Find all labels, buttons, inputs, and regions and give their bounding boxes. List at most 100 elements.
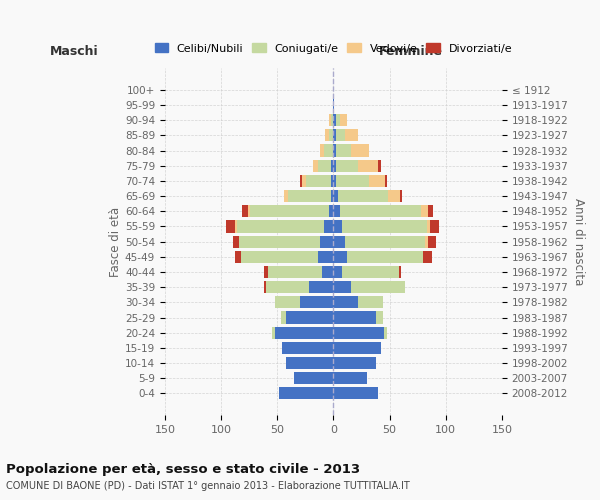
Bar bbox=[388, 190, 400, 202]
Bar bbox=[237, 220, 325, 232]
Bar bbox=[268, 266, 322, 278]
Bar bbox=[421, 205, 428, 218]
Legend: Celibi/Nubili, Coniugati/e, Vedovi/e, Divorziati/e: Celibi/Nubili, Coniugati/e, Vedovi/e, Di… bbox=[150, 39, 517, 58]
Bar bbox=[308, 281, 334, 293]
Bar bbox=[334, 326, 384, 339]
Y-axis label: Anni di nascita: Anni di nascita bbox=[572, 198, 585, 286]
Bar bbox=[335, 130, 344, 141]
Text: Maschi: Maschi bbox=[50, 44, 98, 58]
Bar bbox=[266, 281, 308, 293]
Bar bbox=[317, 160, 331, 172]
Bar bbox=[340, 205, 421, 218]
Bar bbox=[344, 130, 358, 141]
Bar bbox=[376, 312, 383, 324]
Bar bbox=[358, 160, 378, 172]
Bar bbox=[334, 388, 378, 400]
Bar bbox=[334, 160, 335, 172]
Bar bbox=[241, 250, 317, 263]
Bar bbox=[286, 357, 334, 369]
Bar bbox=[239, 236, 320, 248]
Bar bbox=[320, 236, 334, 248]
Bar bbox=[329, 205, 334, 218]
Bar bbox=[334, 357, 376, 369]
Bar bbox=[299, 175, 302, 187]
Bar bbox=[378, 160, 380, 172]
Bar bbox=[335, 175, 370, 187]
Bar bbox=[384, 326, 387, 339]
Bar bbox=[242, 205, 248, 218]
Bar bbox=[343, 266, 398, 278]
Bar bbox=[325, 220, 334, 232]
Bar bbox=[286, 312, 334, 324]
Bar bbox=[334, 266, 343, 278]
Bar bbox=[370, 175, 385, 187]
Bar bbox=[331, 190, 334, 202]
Text: Femmine: Femmine bbox=[379, 44, 443, 58]
Bar bbox=[334, 205, 340, 218]
Bar bbox=[344, 236, 425, 248]
Bar bbox=[322, 266, 334, 278]
Bar bbox=[275, 326, 334, 339]
Bar bbox=[334, 372, 367, 384]
Bar bbox=[320, 144, 325, 156]
Text: COMUNE DI BAONE (PD) - Dati ISTAT 1° gennaio 2013 - Elaborazione TUTTITALIA.IT: COMUNE DI BAONE (PD) - Dati ISTAT 1° gen… bbox=[6, 481, 410, 491]
Bar bbox=[430, 220, 439, 232]
Bar bbox=[275, 296, 299, 308]
Bar bbox=[250, 205, 329, 218]
Bar bbox=[272, 326, 275, 339]
Bar bbox=[281, 342, 334, 354]
Bar bbox=[248, 205, 250, 218]
Bar bbox=[425, 236, 428, 248]
Bar bbox=[226, 220, 235, 232]
Bar bbox=[299, 296, 334, 308]
Bar bbox=[334, 220, 343, 232]
Bar bbox=[280, 388, 334, 400]
Bar bbox=[302, 175, 307, 187]
Bar bbox=[331, 175, 334, 187]
Bar bbox=[334, 130, 335, 141]
Bar bbox=[334, 281, 352, 293]
Bar bbox=[331, 114, 334, 126]
Bar bbox=[347, 250, 423, 263]
Bar bbox=[294, 372, 334, 384]
Bar bbox=[313, 160, 317, 172]
Bar bbox=[335, 160, 358, 172]
Bar bbox=[325, 144, 334, 156]
Bar bbox=[334, 114, 335, 126]
Bar bbox=[334, 296, 358, 308]
Bar bbox=[335, 114, 340, 126]
Bar bbox=[264, 281, 266, 293]
Bar bbox=[325, 130, 329, 141]
Bar bbox=[264, 266, 268, 278]
Bar bbox=[317, 250, 334, 263]
Bar bbox=[281, 312, 286, 324]
Bar bbox=[335, 144, 352, 156]
Bar bbox=[334, 175, 335, 187]
Bar bbox=[235, 250, 241, 263]
Bar bbox=[334, 342, 380, 354]
Bar bbox=[400, 190, 402, 202]
Bar bbox=[428, 205, 433, 218]
Bar bbox=[334, 312, 376, 324]
Bar bbox=[385, 175, 387, 187]
Bar bbox=[398, 266, 401, 278]
Bar bbox=[423, 250, 432, 263]
Bar bbox=[329, 114, 331, 126]
Bar bbox=[329, 130, 334, 141]
Bar bbox=[427, 220, 430, 232]
Bar bbox=[235, 220, 237, 232]
Bar bbox=[352, 281, 405, 293]
Bar bbox=[334, 144, 335, 156]
Bar bbox=[284, 190, 289, 202]
Bar bbox=[233, 236, 239, 248]
Bar bbox=[334, 250, 347, 263]
Bar bbox=[428, 236, 436, 248]
Text: Popolazione per età, sesso e stato civile - 2013: Popolazione per età, sesso e stato civil… bbox=[6, 462, 360, 475]
Bar bbox=[307, 175, 331, 187]
Bar bbox=[352, 144, 370, 156]
Bar bbox=[338, 190, 388, 202]
Bar bbox=[340, 114, 347, 126]
Bar bbox=[289, 190, 331, 202]
Y-axis label: Fasce di età: Fasce di età bbox=[109, 206, 122, 276]
Bar bbox=[343, 220, 427, 232]
